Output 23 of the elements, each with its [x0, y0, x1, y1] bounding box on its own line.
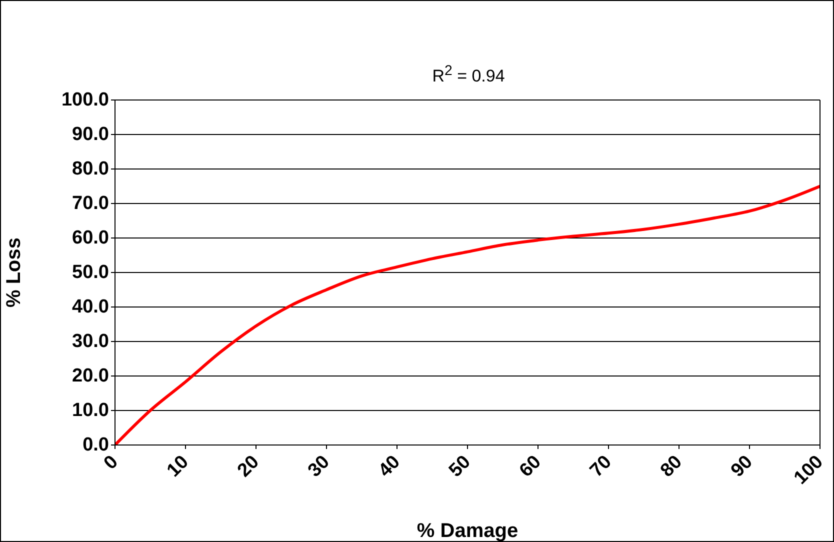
- x-tick-label: 40: [374, 452, 404, 482]
- x-tick-label: 70: [586, 452, 616, 482]
- y-tick-label: 40.0: [72, 296, 109, 318]
- x-tick-label: 60: [516, 452, 546, 482]
- x-tick-label: 90: [727, 452, 757, 482]
- x-axis-title: % Damage: [416, 520, 518, 542]
- y-tick-label: 20.0: [72, 366, 109, 386]
- y-tick-label: 60.0: [72, 228, 109, 248]
- x-tick-label: 20: [234, 452, 264, 482]
- y-tick-label: 80.0: [72, 158, 109, 180]
- chart-title: R$^{2}$ = 0.94: [431, 63, 506, 87]
- x-tick-label: 100: [790, 452, 828, 489]
- y-tick-label: 30.0: [72, 331, 109, 352]
- y-tick-label: 70.0: [72, 193, 109, 214]
- y-tick-label: 10.0: [72, 400, 109, 421]
- x-tick-label: 10: [163, 452, 193, 482]
- x-tick-label: 50: [445, 452, 475, 482]
- y-tick-label: 90.0: [72, 124, 109, 145]
- x-tick-label: 80: [656, 452, 686, 482]
- x-tick-label: 30: [304, 452, 334, 482]
- y-tick-label: 100.0: [61, 90, 109, 110]
- y-axis-title: % Loss: [3, 237, 26, 308]
- y-tick-label: 50.0: [72, 262, 109, 283]
